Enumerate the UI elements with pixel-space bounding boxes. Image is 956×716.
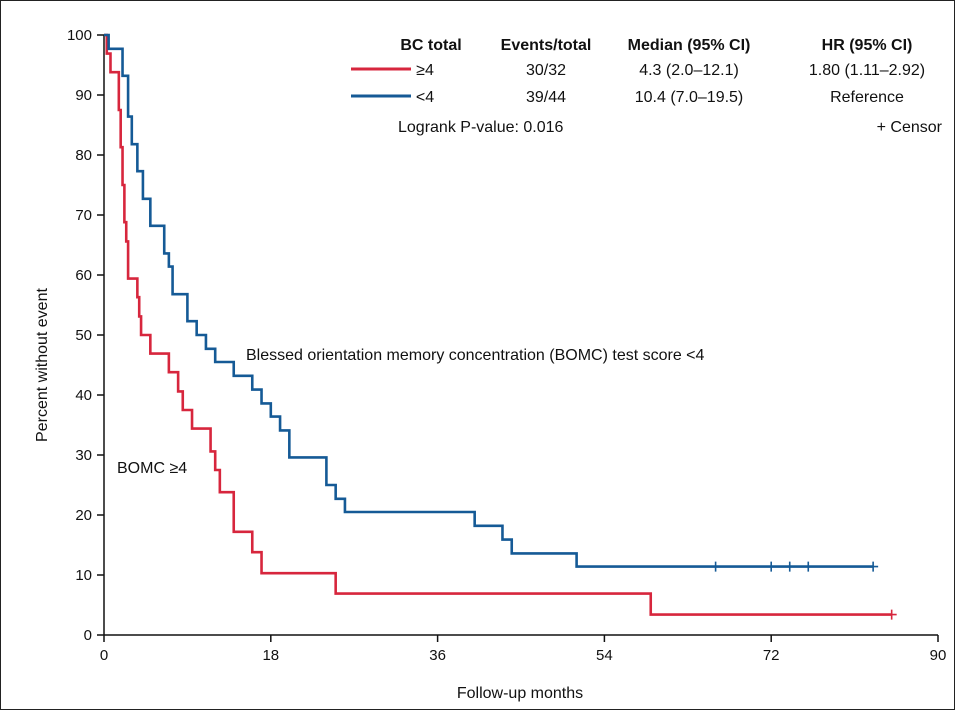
x-tick-label: 54: [596, 647, 613, 664]
legend-events-ge4: 30/32: [526, 62, 566, 79]
series-layer: [104, 33, 897, 620]
censor-mark: [710, 561, 721, 572]
legend-header-median: Median (95% CI): [628, 37, 751, 54]
censor-mark: [803, 561, 814, 572]
legend-events-lt4: 39/44: [526, 89, 566, 106]
y-tick-label: 100: [67, 27, 92, 44]
logrank-pvalue: Logrank P-value: 0.016: [398, 119, 564, 136]
y-tick-label: 80: [75, 147, 92, 164]
y-tick-label: 0: [84, 627, 92, 644]
y-tick-label: 70: [75, 207, 92, 224]
x-tick-label: 18: [262, 647, 279, 664]
legend-label-lt4: <4: [416, 89, 434, 106]
annotation-red-series: BOMC ≥4: [117, 460, 187, 477]
censor-mark: [886, 609, 897, 620]
y-tick-label: 20: [75, 507, 92, 524]
y-tick-label: 50: [75, 327, 92, 344]
axes: 0 18 36 54 72 90 0 10 20 30 40 50 60 70 80 90 100: [67, 27, 946, 664]
x-tick-label: 72: [763, 647, 780, 664]
x-axis-label: Follow-up months: [457, 685, 583, 702]
censor-mark: [868, 561, 879, 572]
annotation-blue-series: Blessed orientation memory concentration…: [246, 347, 705, 364]
censor-mark: [784, 561, 795, 572]
censor-legend: + Censor: [877, 119, 943, 136]
y-axis-label: Percent without event: [34, 288, 51, 442]
legend-median-ge4: 4.3 (2.0–12.1): [639, 62, 739, 79]
x-tick-label: 0: [100, 647, 108, 664]
x-tick-label: 36: [429, 647, 446, 664]
legend-label-ge4: ≥4: [416, 62, 434, 79]
legend: BC total Events/total Median (95% CI) HR…: [351, 37, 943, 136]
legend-median-lt4: 10.4 (7.0–19.5): [635, 89, 744, 106]
series-line-bomc-lt4: [104, 33, 874, 568]
y-tick-label: 60: [75, 267, 92, 284]
y-tick-label: 90: [75, 87, 92, 104]
legend-hr-ge4: 1.80 (1.11–2.92): [809, 62, 925, 79]
censor-mark: [766, 561, 777, 572]
legend-header-hr: HR (95% CI): [822, 37, 913, 54]
series-line-bomc-ge4: [104, 33, 892, 616]
x-tick-label: 90: [930, 647, 947, 664]
legend-header-bc-total: BC total: [400, 37, 461, 54]
legend-header-events: Events/total: [501, 37, 592, 54]
y-tick-label: 40: [75, 387, 92, 404]
legend-hr-lt4: Reference: [830, 89, 904, 106]
y-tick-label: 10: [75, 567, 92, 584]
y-tick-label: 30: [75, 447, 92, 464]
